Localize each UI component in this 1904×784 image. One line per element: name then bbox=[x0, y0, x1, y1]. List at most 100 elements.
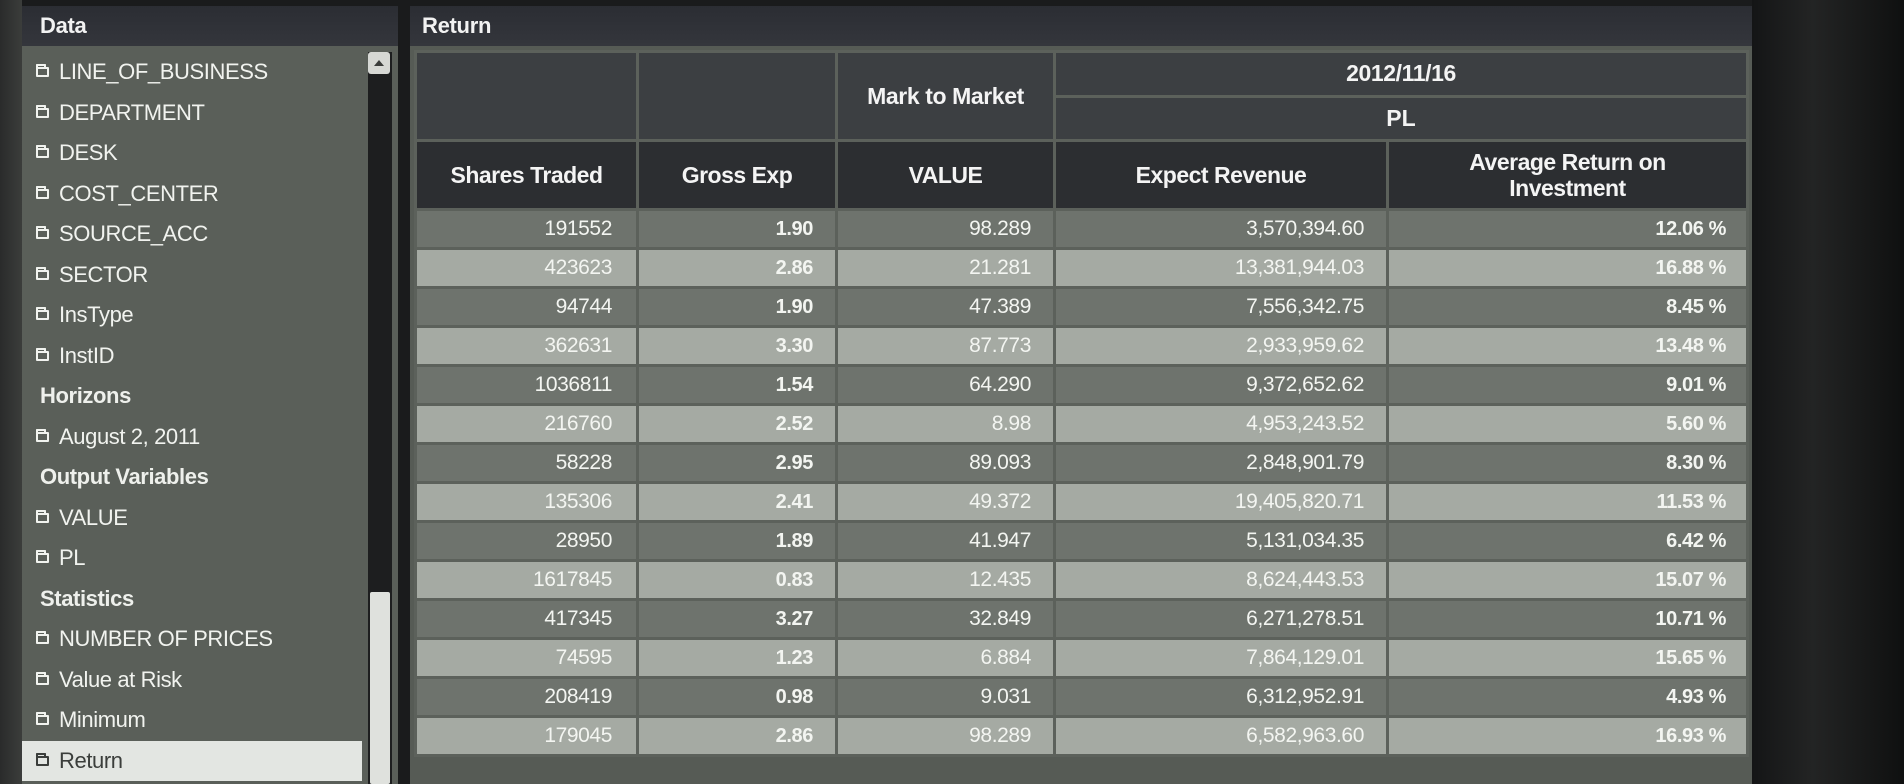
cell-avg-return[interactable]: 12.06 % bbox=[1386, 209, 1749, 250]
cell-shares-traded[interactable]: 216760 bbox=[414, 404, 639, 445]
cell-avg-return[interactable]: 4.93 % bbox=[1386, 677, 1749, 718]
tree-section-output-variables[interactable]: Output Variables bbox=[22, 457, 362, 498]
column-header-value[interactable]: VALUE bbox=[835, 139, 1056, 211]
tree-item-pl[interactable]: PL bbox=[22, 538, 362, 579]
tree-item-value-at-risk[interactable]: Value at Risk bbox=[22, 660, 362, 701]
cell-avg-return[interactable]: 8.30 % bbox=[1386, 443, 1749, 484]
table-row[interactable]: 28950 1.89 41.947 5,131,034.35 6.42 % bbox=[414, 521, 1749, 562]
cell-avg-return[interactable]: 16.88 % bbox=[1386, 248, 1749, 289]
cell-shares-traded[interactable]: 28950 bbox=[414, 521, 639, 562]
cell-expect-revenue[interactable]: 6,271,278.51 bbox=[1053, 599, 1389, 640]
cell-avg-return[interactable]: 6.42 % bbox=[1386, 521, 1749, 562]
cell-gross-exp[interactable]: 2.86 bbox=[636, 248, 838, 289]
cell-expect-revenue[interactable]: 5,131,034.35 bbox=[1053, 521, 1389, 562]
table-row[interactable]: 191552 1.90 98.289 3,570,394.60 12.06 % bbox=[414, 209, 1749, 250]
tree-item-department[interactable]: DEPARTMENT bbox=[22, 93, 362, 134]
table-row[interactable]: 1036811 1.54 64.290 9,372,652.62 9.01 % bbox=[414, 365, 1749, 406]
tree-item-desk[interactable]: DESK bbox=[22, 133, 362, 174]
table-row[interactable]: 1617845 0.83 12.435 8,624,443.53 15.07 % bbox=[414, 560, 1749, 601]
cell-value[interactable]: 6.884 bbox=[835, 638, 1056, 679]
cell-gross-exp[interactable]: 1.90 bbox=[636, 209, 838, 250]
cell-shares-traded[interactable]: 1036811 bbox=[414, 365, 639, 406]
cell-expect-revenue[interactable]: 2,933,959.62 bbox=[1053, 326, 1389, 367]
table-row[interactable]: 94744 1.90 47.389 7,556,342.75 8.45 % bbox=[414, 287, 1749, 328]
cell-avg-return[interactable]: 5.60 % bbox=[1386, 404, 1749, 445]
table-row[interactable]: 216760 2.52 8.98 4,953,243.52 5.60 % bbox=[414, 404, 1749, 445]
cell-gross-exp[interactable]: 1.90 bbox=[636, 287, 838, 328]
table-row[interactable]: 417345 3.27 32.849 6,271,278.51 10.71 % bbox=[414, 599, 1749, 640]
tree-item-instid[interactable]: InstID bbox=[22, 336, 362, 377]
cell-gross-exp[interactable]: 3.27 bbox=[636, 599, 838, 640]
tree-item-return[interactable]: Return bbox=[22, 740, 362, 781]
cell-shares-traded[interactable]: 362631 bbox=[414, 326, 639, 367]
cell-avg-return[interactable]: 15.07 % bbox=[1386, 560, 1749, 601]
cell-expect-revenue[interactable]: 7,864,129.01 bbox=[1053, 638, 1389, 679]
cell-value[interactable]: 87.773 bbox=[835, 326, 1056, 367]
cell-expect-revenue[interactable]: 8,624,443.53 bbox=[1053, 560, 1389, 601]
cell-value[interactable]: 49.372 bbox=[835, 482, 1056, 523]
tree-section-horizons[interactable]: Horizons bbox=[22, 376, 362, 417]
cell-gross-exp[interactable]: 1.89 bbox=[636, 521, 838, 562]
cell-avg-return[interactable]: 13.48 % bbox=[1386, 326, 1749, 367]
cell-avg-return[interactable]: 8.45 % bbox=[1386, 287, 1749, 328]
column-header-average-return[interactable]: Average Return on Investment bbox=[1386, 139, 1749, 211]
cell-expect-revenue[interactable]: 4,953,243.52 bbox=[1053, 404, 1389, 445]
cell-gross-exp[interactable]: 1.54 bbox=[636, 365, 838, 406]
cell-gross-exp[interactable]: 2.95 bbox=[636, 443, 838, 484]
cell-value[interactable]: 89.093 bbox=[835, 443, 1056, 484]
scroll-thumb[interactable] bbox=[370, 592, 390, 784]
column-header-shares-traded[interactable]: Shares Traded bbox=[414, 139, 639, 211]
tree-item-line-of-business[interactable]: LINE_OF_BUSINESS bbox=[22, 52, 362, 93]
tree-item-sector[interactable]: SECTOR bbox=[22, 255, 362, 296]
cell-avg-return[interactable]: 15.65 % bbox=[1386, 638, 1749, 679]
table-row[interactable]: 58228 2.95 89.093 2,848,901.79 8.30 % bbox=[414, 443, 1749, 484]
cell-value[interactable]: 41.947 bbox=[835, 521, 1056, 562]
cell-shares-traded[interactable]: 74595 bbox=[414, 638, 639, 679]
cell-value[interactable]: 12.435 bbox=[835, 560, 1056, 601]
cell-shares-traded[interactable]: 191552 bbox=[414, 209, 639, 250]
cell-expect-revenue[interactable]: 3,570,394.60 bbox=[1053, 209, 1389, 250]
table-row[interactable]: 135306 2.41 49.372 19,405,820.71 11.53 % bbox=[414, 482, 1749, 523]
cell-expect-revenue[interactable]: 13,381,944.03 bbox=[1053, 248, 1389, 289]
cell-expect-revenue[interactable]: 19,405,820.71 bbox=[1053, 482, 1389, 523]
cell-value[interactable]: 9.031 bbox=[835, 677, 1056, 718]
cell-gross-exp[interactable]: 0.83 bbox=[636, 560, 838, 601]
cell-value[interactable]: 21.281 bbox=[835, 248, 1056, 289]
tree-item-number-of-prices[interactable]: NUMBER OF PRICES bbox=[22, 619, 362, 660]
tree-item-instype[interactable]: InsType bbox=[22, 295, 362, 336]
cell-avg-return[interactable]: 11.53 % bbox=[1386, 482, 1749, 523]
table-row[interactable]: 423623 2.86 21.281 13,381,944.03 16.88 % bbox=[414, 248, 1749, 289]
cell-value[interactable]: 8.98 bbox=[835, 404, 1056, 445]
cell-gross-exp[interactable]: 3.30 bbox=[636, 326, 838, 367]
cell-avg-return[interactable]: 16.93 % bbox=[1386, 716, 1749, 757]
cell-shares-traded[interactable]: 94744 bbox=[414, 287, 639, 328]
cell-shares-traded[interactable]: 423623 bbox=[414, 248, 639, 289]
cell-value[interactable]: 98.289 bbox=[835, 716, 1056, 757]
table-row[interactable]: 74595 1.23 6.884 7,864,129.01 15.65 % bbox=[414, 638, 1749, 679]
tree-item-source-acc[interactable]: SOURCE_ACC bbox=[22, 214, 362, 255]
cell-avg-return[interactable]: 10.71 % bbox=[1386, 599, 1749, 640]
column-header-gross-exp[interactable]: Gross Exp bbox=[636, 139, 838, 211]
cell-expect-revenue[interactable]: 9,372,652.62 bbox=[1053, 365, 1389, 406]
cell-expect-revenue[interactable]: 2,848,901.79 bbox=[1053, 443, 1389, 484]
cell-gross-exp[interactable]: 2.52 bbox=[636, 404, 838, 445]
table-row[interactable]: 208419 0.98 9.031 6,312,952.91 4.93 % bbox=[414, 677, 1749, 718]
tree-item-august-2-2011[interactable]: August 2, 2011 bbox=[22, 417, 362, 458]
cell-gross-exp[interactable]: 1.23 bbox=[636, 638, 838, 679]
cell-shares-traded[interactable]: 179045 bbox=[414, 716, 639, 757]
cell-value[interactable]: 47.389 bbox=[835, 287, 1056, 328]
column-header-expect-revenue[interactable]: Expect Revenue bbox=[1053, 139, 1389, 211]
tree-item-value[interactable]: VALUE bbox=[22, 498, 362, 539]
cell-value[interactable]: 98.289 bbox=[835, 209, 1056, 250]
cell-expect-revenue[interactable]: 6,312,952.91 bbox=[1053, 677, 1389, 718]
cell-expect-revenue[interactable]: 7,556,342.75 bbox=[1053, 287, 1389, 328]
data-tree-scrollbar[interactable] bbox=[368, 52, 392, 784]
cell-gross-exp[interactable]: 2.41 bbox=[636, 482, 838, 523]
cell-gross-exp[interactable]: 2.86 bbox=[636, 716, 838, 757]
cell-shares-traded[interactable]: 58228 bbox=[414, 443, 639, 484]
cell-shares-traded[interactable]: 417345 bbox=[414, 599, 639, 640]
header-mark-to-market[interactable]: Mark to Market bbox=[835, 50, 1056, 142]
cell-avg-return[interactable]: 9.01 % bbox=[1386, 365, 1749, 406]
tree-section-statistics[interactable]: Statistics bbox=[22, 579, 362, 620]
cell-gross-exp[interactable]: 0.98 bbox=[636, 677, 838, 718]
